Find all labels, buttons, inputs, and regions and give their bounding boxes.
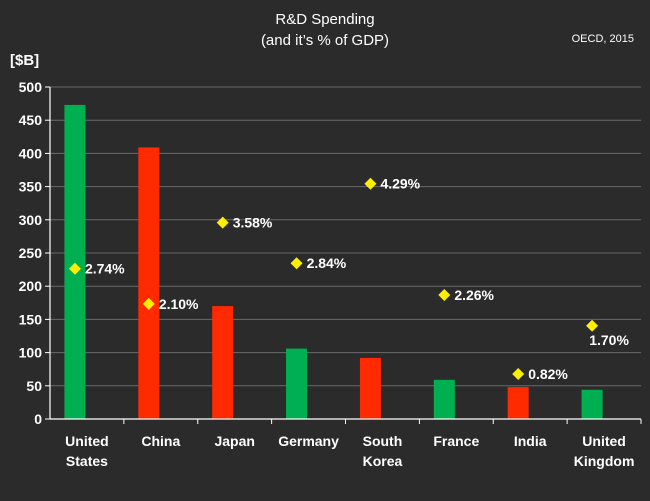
y-tick-label: 100 [19,345,43,361]
gdp-label: 3.58% [233,215,273,231]
gdp-marker [512,368,525,381]
x-tick-label: Germany [278,433,339,449]
x-tick-label: South Korea [363,433,403,469]
chart-title: R&D Spending [275,11,374,28]
x-tick-label-line: Korea [363,453,403,469]
gdp-marker [216,216,229,229]
bar [286,348,308,419]
gdp-label: 2.84% [307,255,347,271]
gdp-label: 4.29% [380,176,420,192]
x-tick-label-line: States [66,453,108,469]
y-tick-label: 400 [19,145,43,161]
y-tick-label: 350 [19,179,43,195]
x-tick-label-line: Kingdom [574,453,635,469]
x-tick-label: United States [65,433,109,469]
y-tick-label: 0 [34,411,42,427]
gdp-label: 0.82% [528,366,568,382]
y-tick-label: 50 [26,378,42,394]
x-tick-label: France [433,433,479,449]
y-tick-labels: 0 50 100 150 200 250 300 350 400 450 500 [19,79,43,427]
bars [64,104,603,419]
gdp-marker [586,319,599,332]
x-tick-label-line: United [582,433,626,449]
x-tick-label-line: United [65,433,109,449]
chart-subtitle: (and it’s % of GDP) [261,32,389,49]
gdp-label: 1.70% [589,332,629,348]
source-note: OECD, 2015 [572,33,634,45]
y-axis-label: [$B] [10,52,39,69]
y-tick-label: 150 [19,311,43,327]
x-tick-labels: United States China Japan Germany South Korea F… [65,433,634,469]
x-tick-label-line: South [363,433,403,449]
gdp-label: 2.10% [159,296,199,312]
gdp-marker [142,297,155,310]
y-tick-label: 300 [19,212,43,228]
bar [138,147,160,419]
bar [581,389,603,419]
x-tick-label-line: Germany [278,433,339,449]
x-tick-label-line: India [514,433,547,449]
y-tick-label: 500 [19,79,43,95]
bar [433,379,455,419]
x-tick-label-line: France [433,433,479,449]
y-tick-label: 450 [19,112,43,128]
bar [507,387,529,419]
bar [212,306,234,419]
y-tick-label: 250 [19,245,43,261]
x-tick-label: India [514,433,547,449]
gdp-markers: 2.74% 2.10% 3.58% 2.84% 4.29% 2.26% 0.82% 1.70% [68,176,629,382]
gdp-label: 2.74% [85,261,125,277]
x-tick-label: United Kingdom [574,433,635,469]
gdp-marker [68,262,81,275]
y-tick-label: 200 [19,278,43,294]
gdp-label: 2.26% [454,287,494,303]
x-tick-label: China [141,433,180,449]
bar [64,104,86,419]
x-tick-label: Japan [214,433,254,449]
gdp-marker [438,289,451,302]
x-tick-label-line: Japan [214,433,254,449]
bar [359,357,381,419]
gdp-marker [290,257,303,270]
axes [45,86,642,424]
x-tick-label-line: China [141,433,180,449]
gdp-marker [364,177,377,190]
